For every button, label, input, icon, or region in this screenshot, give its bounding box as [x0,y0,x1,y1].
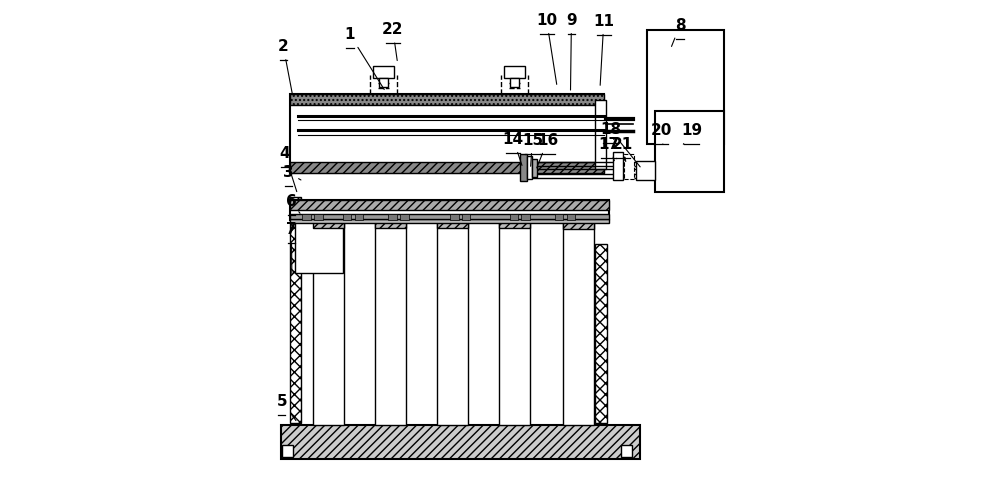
Bar [373,66,394,78]
Bar [624,154,634,179]
Bar [314,214,323,220]
Bar [521,214,530,220]
Bar [621,445,632,457]
Text: 8: 8 [672,18,685,46]
Bar [499,220,530,425]
Text: 7: 7 [286,222,297,275]
Bar [281,425,640,458]
Bar [462,214,470,220]
Bar [290,200,609,210]
Text: 15: 15 [522,133,543,166]
Bar [282,445,293,457]
Bar [355,214,363,220]
Text: 3: 3 [283,165,301,180]
Text: 4: 4 [279,146,297,192]
Bar [290,200,609,220]
Bar [510,214,518,220]
Bar [388,214,397,220]
Bar [379,78,388,87]
Bar [290,162,604,173]
Bar [400,214,409,220]
Text: 11: 11 [593,14,614,85]
Text: 20: 20 [650,124,672,144]
Text: 5: 5 [277,394,296,421]
Text: 16: 16 [537,133,558,168]
Bar [290,214,609,219]
Text: 17: 17 [598,137,619,160]
Text: 9: 9 [566,13,577,90]
Bar [647,30,724,144]
Bar [302,214,311,220]
Bar [504,66,525,78]
Bar [313,220,344,425]
Bar [563,219,594,229]
Bar [450,214,459,220]
Text: 21: 21 [612,137,633,161]
Bar [290,94,604,173]
Bar [375,220,406,425]
Text: 18: 18 [600,123,640,167]
Text: 2: 2 [278,39,292,94]
Bar [295,219,343,273]
Bar [595,100,606,169]
Text: 22: 22 [382,23,404,60]
Text: 14: 14 [503,132,524,165]
Bar [636,161,655,180]
Bar [290,219,609,223]
Bar [313,218,344,228]
Bar [437,220,468,425]
Bar [527,156,532,179]
Bar [510,78,519,87]
Bar [343,214,351,220]
Text: 10: 10 [536,13,557,84]
Bar [567,214,575,220]
Bar [655,111,724,192]
Bar [563,219,594,425]
Bar [613,152,623,180]
Bar [290,94,604,105]
Bar [532,159,537,177]
Bar [555,214,563,220]
Bar [375,218,406,228]
Bar [499,218,530,228]
Bar [595,244,607,423]
Bar [290,197,301,423]
Text: 6: 6 [286,194,300,213]
Text: 1: 1 [345,27,384,90]
Bar [520,154,527,182]
Bar [437,218,468,228]
Text: 19: 19 [681,124,702,144]
